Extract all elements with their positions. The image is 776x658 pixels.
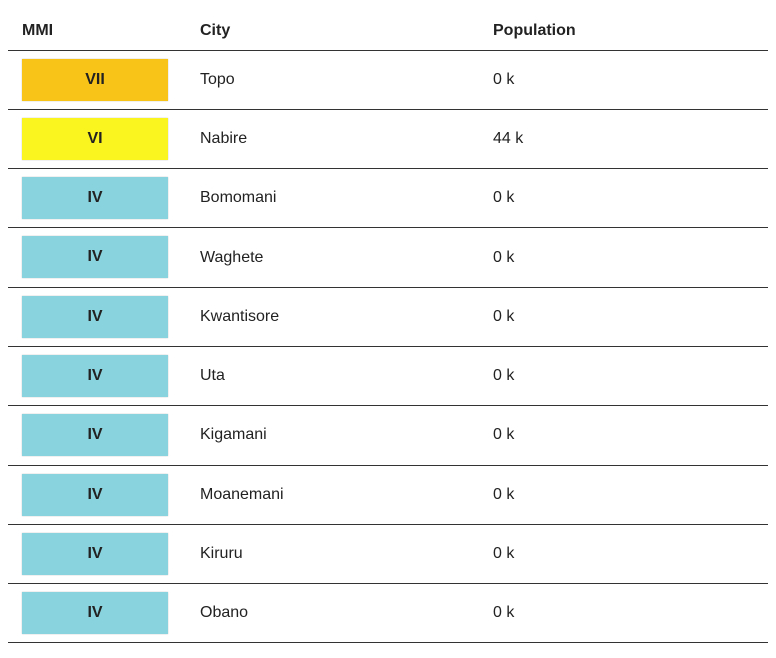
table-row: IV Moanemani 0 k bbox=[8, 466, 768, 525]
population-cell: 0 k bbox=[493, 248, 515, 266]
mmi-badge: IV bbox=[22, 177, 168, 220]
population-cell: 0 k bbox=[493, 485, 515, 503]
mmi-badge: VII bbox=[22, 58, 168, 101]
table-row: VI Nabire 44 k bbox=[8, 110, 768, 170]
city-cell: Waghete bbox=[200, 248, 264, 266]
table-row: IV Kiruru 0 k bbox=[8, 525, 768, 585]
table-row: IV Bomomani 0 k bbox=[8, 169, 768, 229]
mmi-badge: IV bbox=[22, 473, 168, 516]
table-row: IV Uta 0 k bbox=[8, 347, 768, 407]
city-cell: Obano bbox=[200, 604, 249, 622]
population-cell: 0 k bbox=[493, 70, 515, 88]
population-cell: 0 k bbox=[493, 604, 515, 622]
table-row: IV Waghete 0 k bbox=[8, 228, 768, 288]
header-cell: City bbox=[200, 21, 231, 39]
header-cell: MMI bbox=[22, 21, 54, 39]
city-cell: Bomomani bbox=[200, 189, 277, 207]
city-cell: Kiruru bbox=[200, 545, 243, 563]
header-cell: Population bbox=[493, 21, 576, 39]
population-cell: 0 k bbox=[493, 307, 515, 325]
population-cell: 0 k bbox=[493, 367, 515, 385]
city-cell: Kwantisore bbox=[200, 307, 280, 325]
mmi-badge: IV bbox=[22, 236, 168, 279]
population-cell: 44 k bbox=[493, 129, 524, 147]
mmi-badge: IV bbox=[22, 532, 168, 575]
table: MMI City Population VII Topo 0 k VI Nabire 44… bbox=[8, 12, 768, 644]
table-row: VII Topo 0 k bbox=[8, 51, 768, 110]
table-row: IV Obano 0 k bbox=[8, 584, 768, 644]
population-cell: 0 k bbox=[493, 545, 515, 563]
mmi-badge: VI bbox=[22, 117, 168, 160]
mmi-badge: IV bbox=[22, 295, 168, 338]
city-cell: Nabire bbox=[200, 129, 248, 147]
mmi-badge: IV bbox=[22, 592, 168, 635]
table-row: IV Kigamani 0 k bbox=[8, 406, 768, 466]
population-cell: 0 k bbox=[493, 189, 515, 207]
population-cell: 0 k bbox=[493, 426, 515, 444]
city-cell: Kigamani bbox=[200, 426, 267, 444]
city-cell: Uta bbox=[200, 367, 225, 385]
header-row: MMI City Population bbox=[8, 12, 768, 51]
city-cell: Moanemani bbox=[200, 485, 284, 503]
mmi-badge: IV bbox=[22, 414, 168, 457]
table-row: IV Kwantisore 0 k bbox=[8, 288, 768, 347]
city-cell: Topo bbox=[200, 70, 235, 88]
mmi-badge: IV bbox=[22, 354, 168, 397]
